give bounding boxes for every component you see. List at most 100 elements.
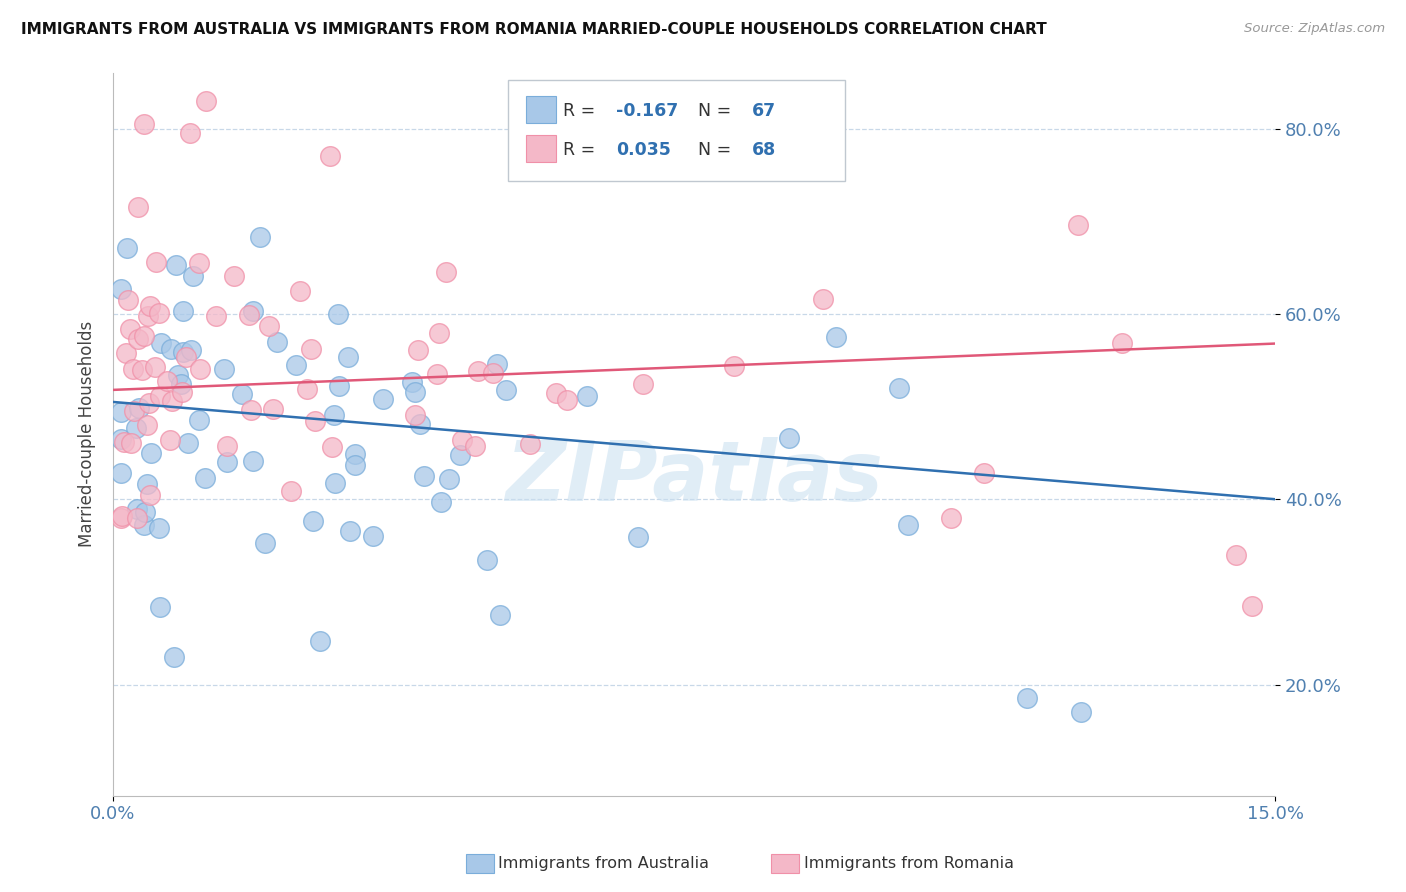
Point — [156, 374, 179, 388]
Point — [117, 241, 139, 255]
Point — [194, 471, 217, 485]
Point — [239, 403, 262, 417]
Point — [172, 385, 194, 400]
Point — [1070, 706, 1092, 720]
Point — [323, 408, 346, 422]
Point — [575, 389, 598, 403]
Point — [187, 413, 209, 427]
Point — [344, 458, 367, 473]
Point — [973, 467, 995, 481]
Point — [128, 401, 150, 416]
Text: Immigrants from Romania: Immigrants from Romania — [804, 856, 1014, 871]
Point — [148, 521, 170, 535]
Point — [120, 436, 142, 450]
Point — [167, 368, 190, 382]
Point — [495, 384, 517, 398]
Point — [127, 332, 149, 346]
Point — [149, 389, 172, 403]
Point — [110, 467, 132, 481]
Point — [181, 268, 204, 283]
Point — [138, 396, 160, 410]
Point — [262, 402, 284, 417]
Y-axis label: Married-couple Households: Married-couple Households — [79, 321, 96, 548]
Point — [326, 307, 349, 321]
Text: Source: ZipAtlas.com: Source: ZipAtlas.com — [1244, 22, 1385, 36]
Point — [242, 303, 264, 318]
Text: 0.035: 0.035 — [616, 141, 671, 160]
Point — [811, 292, 834, 306]
Point — [412, 469, 434, 483]
Point — [887, 381, 910, 395]
Point — [1067, 218, 1090, 232]
Point — [778, 431, 800, 445]
Point — [254, 536, 277, 550]
Point — [429, 326, 451, 340]
Point — [231, 387, 253, 401]
Point — [477, 553, 499, 567]
Point — [464, 440, 486, 454]
Point — [176, 436, 198, 450]
Point — [555, 392, 578, 407]
Point — [1225, 548, 1247, 562]
Text: N =: N = — [697, 103, 737, 120]
Point — [297, 382, 319, 396]
Point — [188, 256, 211, 270]
Text: R =: R = — [562, 103, 600, 120]
Point — [546, 386, 568, 401]
Point — [136, 309, 159, 323]
Point — [299, 343, 322, 357]
Point — [434, 265, 457, 279]
Point — [1240, 599, 1263, 613]
Point — [145, 254, 167, 268]
Point — [319, 149, 342, 163]
Point — [285, 358, 308, 372]
Point — [328, 378, 350, 392]
Point — [205, 309, 228, 323]
Point — [136, 477, 159, 491]
Point — [134, 517, 156, 532]
Point — [449, 449, 471, 463]
Point — [249, 229, 271, 244]
Text: -0.167: -0.167 — [616, 103, 679, 120]
Point — [172, 304, 194, 318]
Point — [131, 363, 153, 377]
Point — [139, 299, 162, 313]
Point — [162, 394, 184, 409]
Point — [627, 530, 650, 544]
Point — [361, 529, 384, 543]
Point — [308, 634, 330, 648]
Point — [1111, 335, 1133, 350]
Point — [118, 322, 141, 336]
Point — [124, 404, 146, 418]
Point — [266, 334, 288, 349]
Point — [288, 285, 311, 299]
Point — [174, 350, 197, 364]
Point — [257, 318, 280, 333]
Point — [1017, 691, 1039, 706]
Point — [139, 445, 162, 459]
Point — [139, 488, 162, 502]
Point — [166, 258, 188, 272]
Point — [132, 117, 155, 131]
Point — [170, 377, 193, 392]
Point — [111, 508, 134, 523]
Point — [134, 328, 156, 343]
Point — [897, 518, 920, 533]
Point — [337, 350, 360, 364]
Point — [406, 343, 429, 357]
Text: N =: N = — [697, 141, 737, 160]
Point — [110, 282, 132, 296]
Point — [631, 377, 654, 392]
Point — [188, 362, 211, 376]
Point — [280, 483, 302, 498]
Point — [179, 126, 201, 140]
Point — [127, 501, 149, 516]
Point — [224, 268, 246, 283]
Point — [481, 367, 503, 381]
Point — [122, 361, 145, 376]
Text: 67: 67 — [752, 103, 776, 120]
Point — [148, 306, 170, 320]
Point — [117, 293, 139, 307]
FancyBboxPatch shape — [526, 136, 555, 161]
FancyBboxPatch shape — [526, 96, 555, 123]
